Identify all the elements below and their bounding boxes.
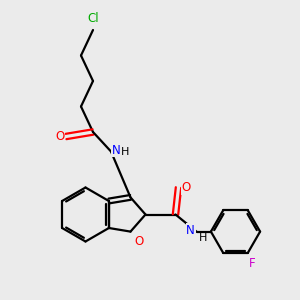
- Text: H: H: [121, 147, 129, 157]
- Text: N: N: [112, 143, 120, 157]
- Text: O: O: [182, 181, 191, 194]
- Text: O: O: [134, 235, 143, 248]
- Text: N: N: [186, 224, 195, 237]
- Text: F: F: [249, 257, 256, 270]
- Text: O: O: [55, 130, 64, 143]
- Text: Cl: Cl: [87, 12, 99, 25]
- Text: H: H: [199, 233, 207, 243]
